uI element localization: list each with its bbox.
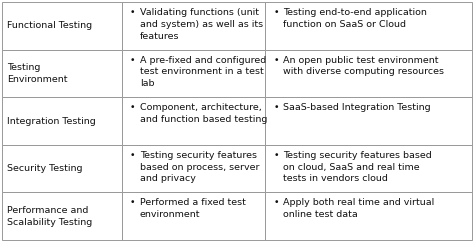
Text: •: • <box>130 8 136 17</box>
Text: Security Testing: Security Testing <box>7 164 82 173</box>
Bar <box>2 97 122 145</box>
Text: •: • <box>273 198 279 207</box>
Bar <box>122 2 265 50</box>
Bar <box>122 192 265 240</box>
Bar <box>2 50 122 97</box>
Text: •: • <box>273 151 279 160</box>
Text: •: • <box>130 56 136 65</box>
Text: Functional Testing: Functional Testing <box>7 21 92 30</box>
Text: Testing end-to-end application
function on SaaS or Cloud: Testing end-to-end application function … <box>283 8 427 29</box>
Bar <box>265 50 472 97</box>
Text: •: • <box>130 151 136 160</box>
Text: •: • <box>130 103 136 112</box>
Bar <box>265 97 472 145</box>
Bar <box>265 192 472 240</box>
Text: Validating functions (unit
and system) as well as its
features: Validating functions (unit and system) a… <box>140 8 263 41</box>
Bar <box>122 50 265 97</box>
Bar <box>2 192 122 240</box>
Text: •: • <box>273 8 279 17</box>
Text: •: • <box>273 103 279 112</box>
Text: Component, architecture,
and function based testing: Component, architecture, and function ba… <box>140 103 267 124</box>
Text: Performed a fixed test
environment: Performed a fixed test environment <box>140 198 246 219</box>
Text: •: • <box>273 56 279 65</box>
Text: •: • <box>130 198 136 207</box>
Text: Integration Testing: Integration Testing <box>7 116 96 126</box>
Text: Performance and
Scalability Testing: Performance and Scalability Testing <box>7 206 92 227</box>
Text: An open public test environment
with diverse computing resources: An open public test environment with div… <box>283 56 444 76</box>
Bar <box>122 97 265 145</box>
Bar <box>2 145 122 192</box>
Bar <box>265 2 472 50</box>
Bar <box>122 145 265 192</box>
Text: A pre-fixed and configured
test environment in a test
lab: A pre-fixed and configured test environm… <box>140 56 266 88</box>
Bar <box>265 145 472 192</box>
Text: SaaS-based Integration Testing: SaaS-based Integration Testing <box>283 103 431 112</box>
Text: Apply both real time and virtual
online test data: Apply both real time and virtual online … <box>283 198 435 219</box>
Text: Testing
Environment: Testing Environment <box>7 63 67 84</box>
Text: Testing security features based
on cloud, SaaS and real time
tests in vendors cl: Testing security features based on cloud… <box>283 151 432 183</box>
Bar <box>2 2 122 50</box>
Text: Testing security features
based on process, server
and privacy: Testing security features based on proce… <box>140 151 259 183</box>
